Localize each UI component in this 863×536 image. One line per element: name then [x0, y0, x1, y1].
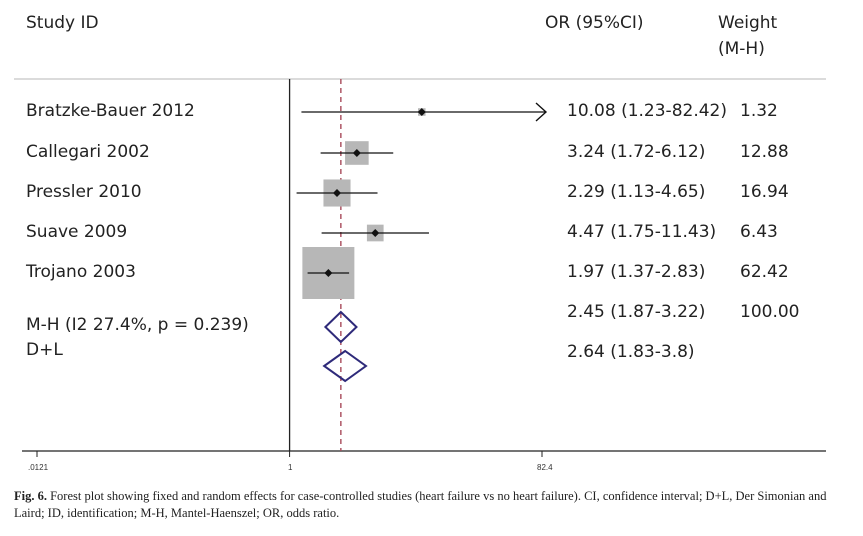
figure-caption-text: Forest plot showing fixed and random eff…: [14, 489, 827, 520]
weight-suave-2009: 6.43: [740, 222, 778, 242]
x-tick-label-one: 1: [288, 463, 293, 472]
weight-callegari-2002: 12.88: [740, 142, 789, 162]
figure-caption-label: Fig. 6.: [14, 489, 47, 503]
weight-pressler-2010: 16.94: [740, 182, 789, 202]
weight-pooled-mh: 100.00: [740, 302, 800, 322]
or-ci-bratzke-bauer-2012: 10.08 (1.23-82.42): [567, 101, 727, 121]
header-study-id: Study ID: [26, 13, 99, 33]
or-ci-pooled-mh: 2.45 (1.87-3.22): [567, 302, 706, 322]
figure-caption: Fig. 6. Forest plot showing fixed and ra…: [14, 488, 850, 522]
header-weight: Weight: [718, 13, 778, 33]
pooled-label-dl: D+L: [26, 340, 63, 360]
study-label-bratzke-bauer-2012: Bratzke-Bauer 2012: [26, 101, 195, 121]
ci-arrow-bratzke-bauer-2012: [535, 102, 548, 122]
pooled-diamond-mh: [323, 310, 358, 344]
point-estimate-trojano-2003: [324, 269, 333, 277]
or-ci-pooled-dl: 2.64 (1.83-3.8): [567, 342, 695, 362]
point-estimate-callegari-2002: [352, 149, 361, 157]
or-ci-suave-2009: 4.47 (1.75-11.43): [567, 222, 717, 242]
or-ci-trojano-2003: 1.97 (1.37-2.83): [567, 262, 706, 282]
pooled-label-mh: M-H (I2 27.4%, p = 0.239): [26, 315, 249, 335]
study-label-callegari-2002: Callegari 2002: [26, 142, 150, 162]
x-tick-label-max: 82.4: [537, 463, 553, 472]
point-estimate-suave-2009: [371, 229, 380, 237]
study-label-trojano-2003: Trojano 2003: [26, 262, 136, 282]
pooled-diamond-dl: [322, 349, 368, 383]
weight-trojano-2003: 62.42: [740, 262, 789, 282]
study-label-pressler-2010: Pressler 2010: [26, 182, 142, 202]
x-tick-label-min: .0121: [28, 463, 49, 472]
header-or-ci: OR (95%CI): [545, 13, 644, 33]
point-estimate-pressler-2010: [332, 189, 341, 197]
or-ci-callegari-2002: 3.24 (1.72-6.12): [567, 142, 706, 162]
or-ci-pressler-2010: 2.29 (1.13-4.65): [567, 182, 706, 202]
study-label-suave-2009: Suave 2009: [26, 222, 128, 242]
weight-bratzke-bauer-2012: 1.32: [740, 101, 778, 121]
point-estimate-bratzke-bauer-2012: [417, 108, 426, 116]
header-weight-method: (M-H): [718, 39, 765, 59]
